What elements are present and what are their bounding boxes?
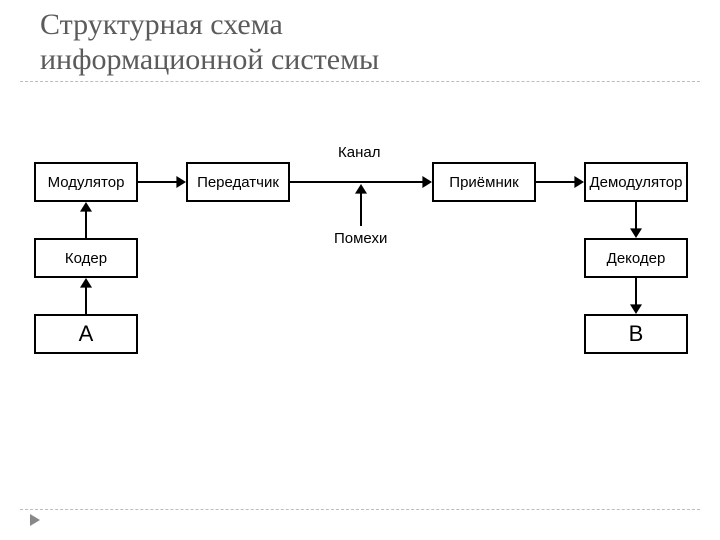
node-demodulator-label: Демодулятор (589, 174, 682, 191)
node-B: B (584, 314, 688, 354)
arrowhead-demodulator-decoder (630, 228, 642, 238)
node-receiver: Приёмник (432, 162, 536, 202)
arrowhead-transmitter-receiver (422, 176, 432, 188)
node-encoder: Кодер (34, 238, 138, 278)
node-decoder: Декодер (584, 238, 688, 278)
arrowhead-modulator-transmitter (176, 176, 186, 188)
node-modulator-label: Модулятор (48, 174, 125, 191)
node-receiver-label: Приёмник (449, 174, 518, 191)
arrowhead-receiver-demodulator (574, 176, 584, 188)
title-line-1: Структурная схема (40, 8, 283, 41)
arrowhead-decoder-B (630, 304, 642, 314)
node-A-label: A (79, 321, 94, 347)
title-line-2: информационной системы (40, 43, 379, 76)
arrowhead-noise-channel (355, 184, 367, 194)
node-encoder-label: Кодер (65, 250, 107, 267)
node-A: A (34, 314, 138, 354)
diagram-canvas: Модулятор Передатчик Приёмник Демодулятор Ко… (0, 82, 720, 462)
label-channel: Канал (338, 144, 380, 161)
footer-line (20, 509, 700, 510)
arrowhead-encoder-modulator (80, 202, 92, 212)
node-modulator: Модулятор (34, 162, 138, 202)
node-B-label: B (629, 321, 644, 347)
node-demodulator: Демодулятор (584, 162, 688, 202)
node-transmitter-label: Передатчик (197, 174, 279, 191)
arrowhead-A-encoder (80, 278, 92, 288)
footer-marker-icon (30, 514, 40, 526)
node-decoder-label: Декодер (607, 250, 666, 267)
node-transmitter: Передатчик (186, 162, 290, 202)
label-noise: Помехи (334, 230, 387, 247)
